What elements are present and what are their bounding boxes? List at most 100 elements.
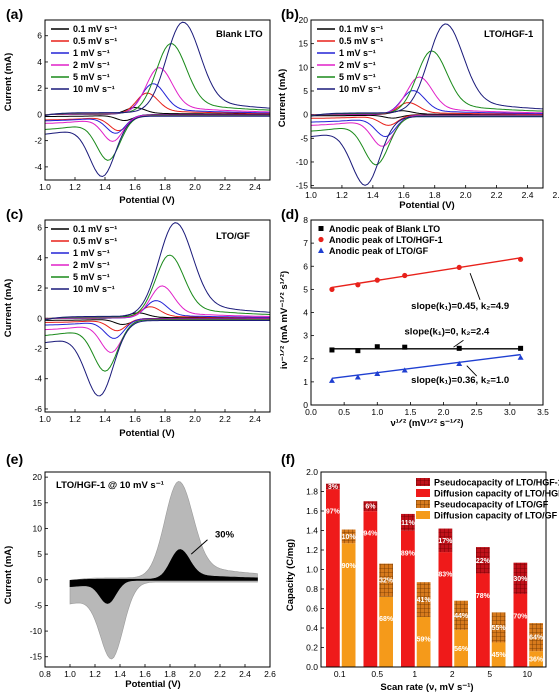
xtick-label-e: 1.0: [64, 669, 76, 679]
ylabel-e: Current (mA): [3, 546, 14, 605]
ytick-label-c: -6: [34, 404, 42, 414]
legend-entry-c: 1 mV s⁻¹: [73, 248, 110, 258]
bar-label-diffusion: 45%: [492, 652, 507, 659]
data-point-circle: [374, 277, 380, 283]
ytick-label-f: 0.6: [306, 604, 318, 614]
bar-label-pseudo: 22%: [476, 558, 491, 565]
legend-entry-a: 2 mV s⁻¹: [73, 60, 110, 70]
bar-diffusion-gf: [491, 642, 506, 667]
ytick-label-b: 10: [299, 62, 309, 72]
ytick-label-c: -2: [34, 344, 42, 354]
data-point-triangle: [354, 374, 361, 380]
legend-entry-a: 1 mV s⁻¹: [73, 48, 110, 58]
ytick-label-b: -10: [296, 157, 309, 167]
xtick-label-b: 1.8: [429, 190, 441, 200]
bar-diffusion-hgf: [363, 511, 378, 667]
xtick-label-e: 2.4: [239, 669, 251, 679]
xlabel-c: Potential (V): [119, 428, 174, 439]
bar-diffusion-gf: [416, 616, 431, 667]
bar-label-pseudo: 3%: [328, 484, 339, 491]
ytick-label-b: 0: [303, 110, 308, 120]
ytick-label-a: 0: [37, 109, 42, 119]
bar-diffusion-hgf: [401, 530, 415, 667]
xtick-label-b: 2.2: [491, 190, 503, 200]
legend-entry-a: 5 mV s⁻¹: [73, 72, 110, 82]
legend-entry-d: Anodic peak of LTO/GF: [329, 246, 429, 256]
ytick-label-c: 0: [37, 313, 42, 323]
panel-label-c: (c): [6, 206, 23, 222]
bar-label-diffusion: 90%: [342, 563, 357, 570]
plot-frame-f: [320, 471, 547, 668]
slope-annotation-1: slope(k₁)=0, k₂=2.4: [405, 326, 490, 337]
bar-diffusion-hgf: [326, 489, 340, 667]
fit-line-2: [331, 353, 521, 380]
ytick-label-a: 6: [37, 31, 42, 41]
ytick-label-d: 7: [303, 238, 308, 248]
bar-label-pseudo: 10%: [342, 534, 357, 541]
ytick-label-f: 0.0: [306, 662, 318, 672]
xtick-label-f: 2: [450, 669, 455, 679]
bar-pseudo-gf: [379, 563, 393, 597]
legend-entry-f: Pseudocapacity of LTO/HGF-1: [434, 478, 559, 488]
bar-label-diffusion: 89%: [401, 550, 416, 557]
panel-label-a: (a): [6, 6, 23, 22]
ytick-label-d: 5: [303, 284, 308, 294]
panel-note-a: Blank LTO: [216, 29, 263, 40]
bar-label-pseudo: 44%: [454, 613, 469, 620]
ylabel-c: Current (mA): [3, 279, 14, 338]
bar-pseudo-gf: [341, 529, 356, 544]
ytick-label-d: 4: [303, 308, 308, 318]
xlabel-d: ν¹ᐟ² (mV¹ᐟ² s⁻¹ᐟ²): [390, 418, 463, 429]
plot-frame-d: [310, 219, 544, 406]
ytick-label-d: 3: [303, 331, 308, 341]
xtick-label-f: 10: [523, 669, 533, 679]
ylabel-b: Current (mA): [277, 69, 288, 128]
xtick-label-c: 1.6: [129, 414, 141, 424]
ylabel-d: iν⁻¹ᐟ² (mA mV⁻¹ᐟ² s¹ᐟ²): [279, 271, 290, 369]
plot-area-f: 0.0 0.2 0.4 0.6 0.8 1.0 1.2 1.4 1.6 1.8 2.0 0.1 3% 97…: [306, 467, 559, 679]
cv-region-capacitive: [69, 549, 258, 604]
legend-entry-f: Pseudocapacity of LTO/GF: [434, 500, 549, 510]
ytick-label-d: 2: [303, 354, 308, 364]
legend-entry-b: 2 mV s⁻¹: [339, 60, 376, 70]
plot-area-e: 0.8 1.0 1.2 1.4 1.6 1.8 2.0 2.2 2.4 2.6 -15 -10 -5 0 5…: [30, 472, 276, 679]
legend-entry-c: 2 mV s⁻¹: [73, 260, 110, 270]
bar-diffusion-hgf: [476, 573, 490, 667]
cv-region-total: [69, 481, 258, 660]
xtick-label-c: 1.2: [69, 414, 81, 424]
legend-swatch-f: [416, 511, 430, 519]
xtick-label-b: 1.6: [398, 190, 410, 200]
panel-label-e: (e): [6, 451, 23, 467]
slope-annotation-0: slope(k₁)=0.45, k₂=4.9: [411, 301, 509, 312]
ylabel-a: Current (mA): [3, 53, 14, 112]
xtick-label-d: 0.0: [305, 407, 317, 417]
bar-label-diffusion: 59%: [417, 636, 432, 643]
xtick-label-b: 1.2: [336, 190, 348, 200]
xtick-label-d: 3.5: [537, 407, 549, 417]
ytick-label-d: 0: [303, 400, 308, 410]
legend-entry-a: 0.5 mV s⁻¹: [73, 36, 117, 46]
plot-area-a: 1.0 1.2 1.4 1.6 1.8 2.0 2.2 2.4 -4 -2 0 2 4 6 0.1 mV s…: [34, 21, 271, 192]
bar-label-pseudo: 17%: [438, 538, 453, 545]
panel-note-e: LTO/HGF-1 @ 10 mV s⁻¹: [56, 480, 164, 491]
xtick-label-c: 1.8: [159, 414, 171, 424]
ytick-label-d: 1: [303, 377, 308, 387]
ylabel-f: Capacity (C/mg): [285, 539, 296, 611]
xtick-label-d: 1.0: [371, 407, 383, 417]
xtick-label-e: 1.4: [114, 669, 126, 679]
ytick-label-b: 20: [299, 15, 309, 25]
legend-entry-c: 0.5 mV s⁻¹: [73, 236, 117, 246]
legend-entry-d: Anodic peak of Blank LTO: [329, 224, 440, 234]
xtick-label-d: 1.5: [405, 407, 417, 417]
ytick-label-f: 0.8: [306, 584, 318, 594]
legend-entry-d: Anodic peak of LTO/HGF-1: [329, 235, 443, 245]
ytick-label-d: 6: [303, 261, 308, 271]
xtick-label-a: 1.4: [99, 182, 111, 192]
ytick-label-e: 0: [37, 575, 42, 585]
legend-marker-circle: [318, 236, 324, 243]
ytick-label-f: 0.2: [306, 643, 318, 653]
xtick-label-d: 3.0: [504, 407, 516, 417]
ytick-label-f: 1.2: [306, 545, 318, 555]
xtick-label-c: 2.0: [189, 414, 201, 424]
